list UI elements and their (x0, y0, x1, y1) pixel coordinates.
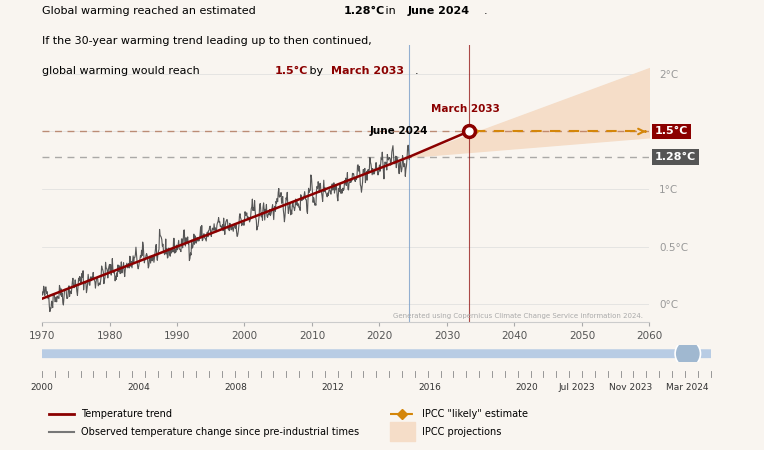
Text: 1.28°C: 1.28°C (344, 6, 385, 17)
Text: 1.5°C: 1.5°C (655, 126, 688, 136)
Text: Nov 2023: Nov 2023 (609, 383, 652, 392)
Text: June 2024: June 2024 (407, 6, 469, 17)
Text: global warming would reach: global warming would reach (42, 67, 203, 76)
Text: Generated using Copernicus Climate Change Service information 2024.: Generated using Copernicus Climate Chang… (393, 313, 643, 319)
Text: 1.5°C: 1.5°C (275, 67, 309, 76)
Text: in: in (382, 6, 400, 17)
Text: Jul 2023: Jul 2023 (558, 383, 595, 392)
Text: 2016: 2016 (419, 383, 441, 392)
Text: Observed temperature change since pre-industrial times: Observed temperature change since pre-in… (81, 427, 359, 436)
Text: 2020: 2020 (515, 383, 538, 392)
Text: IPCC projections: IPCC projections (422, 427, 501, 436)
Text: .: . (415, 67, 419, 76)
Text: Global warming reached an estimated: Global warming reached an estimated (42, 6, 259, 17)
Text: Mar 2024: Mar 2024 (666, 383, 708, 392)
Text: 2004: 2004 (128, 383, 151, 392)
Text: 2000: 2000 (31, 383, 53, 392)
Text: IPCC "likely" estimate: IPCC "likely" estimate (422, 410, 528, 419)
Text: by: by (306, 67, 326, 76)
Text: If the 30-year warming trend leading up to then continued,: If the 30-year warming trend leading up … (42, 36, 372, 45)
Ellipse shape (675, 340, 701, 367)
Text: Temperature trend: Temperature trend (81, 410, 172, 419)
Text: 2008: 2008 (225, 383, 248, 392)
Text: March 2033: March 2033 (431, 104, 500, 114)
Text: 2012: 2012 (322, 383, 345, 392)
FancyBboxPatch shape (39, 349, 713, 358)
Text: March 2033: March 2033 (331, 67, 404, 76)
Text: .: . (484, 6, 487, 17)
Text: June 2024: June 2024 (370, 126, 429, 136)
Text: 1.28°C: 1.28°C (655, 152, 696, 162)
